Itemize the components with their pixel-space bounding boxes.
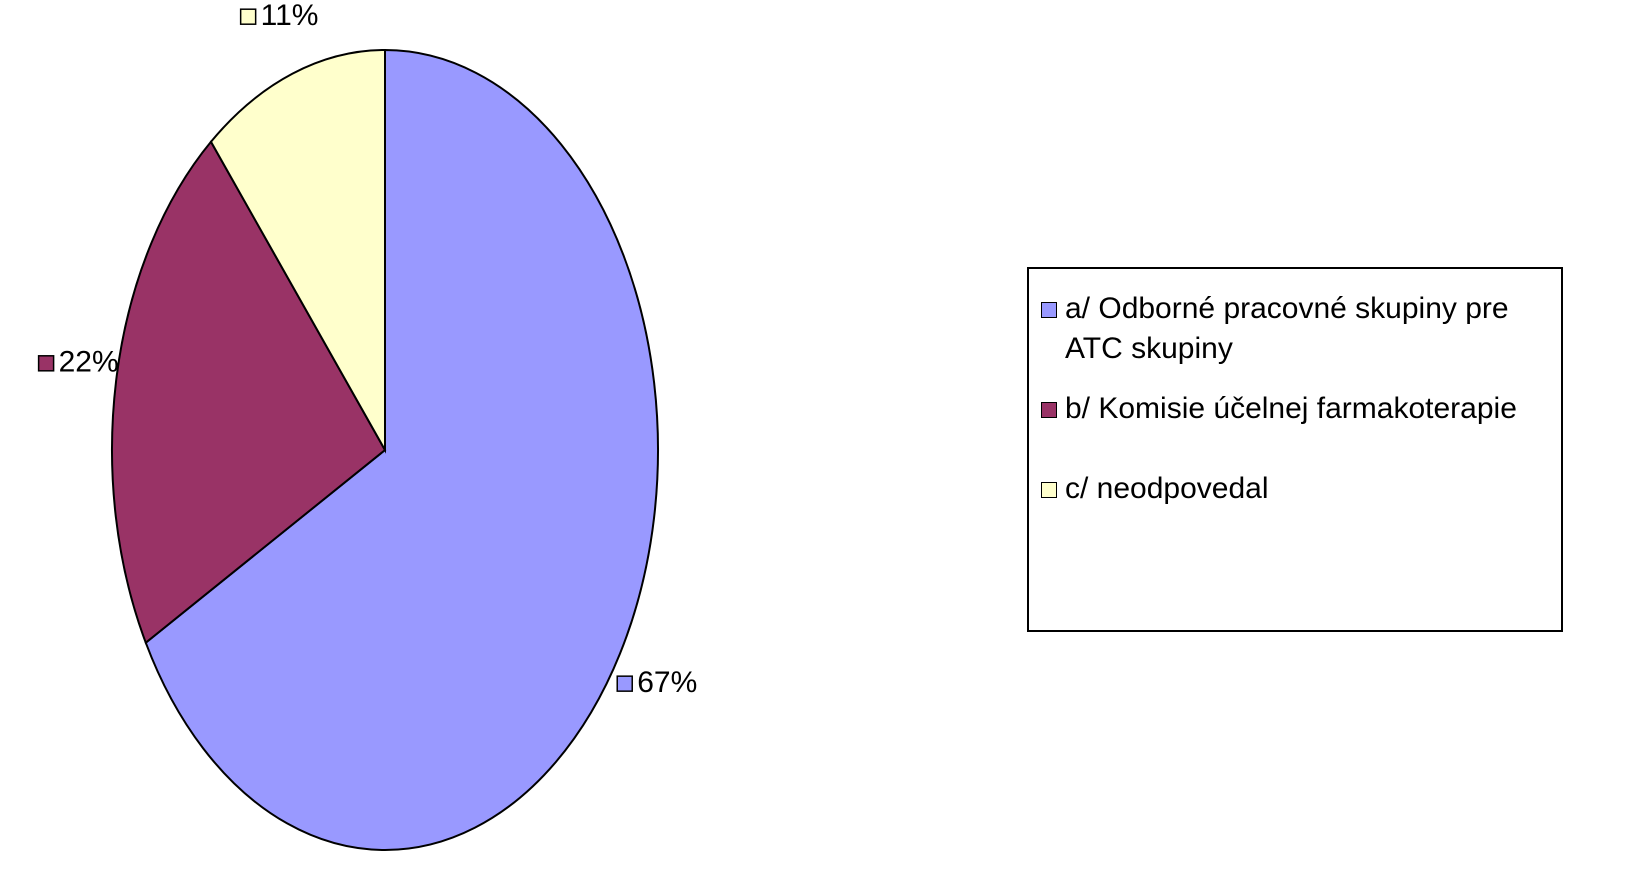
legend-label: a/ Odborné pracovné skupiny pre ATC skup… bbox=[1065, 292, 1509, 365]
pie-slice bbox=[111, 140, 387, 645]
legend-entry: a/ Odborné pracovné skupiny pre ATC skup… bbox=[1041, 289, 1553, 369]
legend-label: c/ neodpovedal bbox=[1065, 472, 1269, 505]
data-label: 67% bbox=[637, 666, 697, 699]
data-label: 11% bbox=[261, 0, 319, 32]
legend-swatch bbox=[1041, 402, 1057, 418]
legend: a/ Odborné pracovné skupiny pre ATC skup… bbox=[1027, 267, 1563, 632]
legend-entry: b/ Komisie účelnej farmakoterapie bbox=[1041, 389, 1553, 429]
legend-swatch bbox=[1041, 482, 1057, 498]
data-label: 22% bbox=[59, 346, 119, 379]
legend-entry: c/ neodpovedal bbox=[1041, 469, 1553, 509]
label-key bbox=[239, 8, 257, 25]
label-key bbox=[616, 675, 633, 692]
legend-label: b/ Komisie účelnej farmakoterapie bbox=[1065, 392, 1517, 425]
label-key bbox=[37, 355, 55, 372]
legend-swatch bbox=[1041, 302, 1057, 318]
pie-slice bbox=[209, 48, 386, 454]
pie-slice bbox=[144, 48, 659, 851]
